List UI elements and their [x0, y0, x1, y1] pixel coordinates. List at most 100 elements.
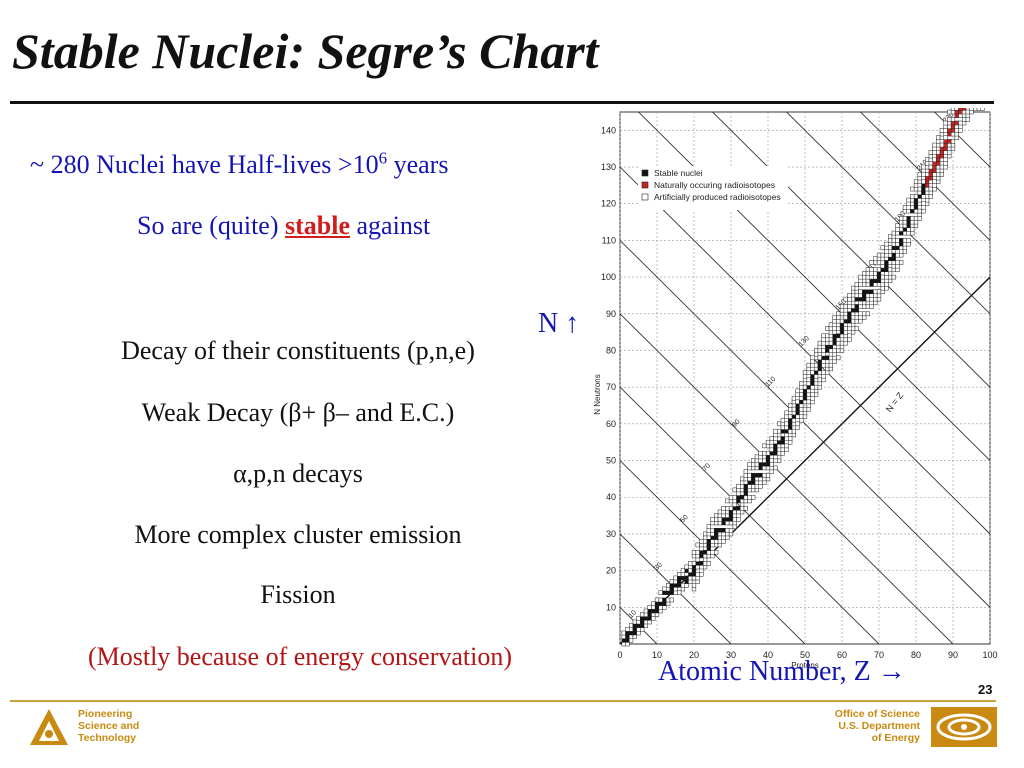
nuclide-cell: [851, 296, 856, 302]
title-divider: [10, 101, 994, 104]
nuclide-cell: [936, 135, 941, 140]
nuclide-cell: [802, 406, 808, 412]
nuclide-cell: [751, 494, 756, 500]
x-tick-label: 100: [982, 650, 997, 660]
nuclide-cell: [703, 550, 708, 555]
nuclide-cell: [910, 194, 915, 199]
nuclide-cell: [895, 260, 900, 265]
nuclide-cell: [773, 465, 778, 471]
nuclide-cell: [839, 304, 845, 309]
isobar-label: 10: [628, 609, 639, 620]
nuclide-cell: [751, 472, 756, 478]
nuclide-cell: [799, 381, 804, 386]
nuclide-cell: [791, 428, 797, 434]
nuclide-cell: [762, 472, 767, 478]
nuclide-cell: [936, 172, 941, 177]
nuclide-cell: [695, 550, 700, 555]
nuclide-cell: [980, 108, 985, 111]
nuclide-cell: [913, 179, 919, 184]
nuclide-cell: [669, 579, 674, 584]
nuclide-cell: [777, 450, 782, 456]
x-axis-label: Protons: [791, 661, 819, 670]
nuclide-cell: [691, 583, 697, 588]
legend-entry: Stable nuclei: [654, 168, 703, 178]
nuclide-cell: [714, 527, 719, 533]
nuclide-cell: [895, 223, 900, 229]
nuclide-cell: [632, 619, 637, 625]
nuclide-cell: [636, 616, 641, 621]
half-life-unit: years: [387, 150, 449, 179]
nuclide-cell: [825, 333, 830, 339]
nuclide-cell: [743, 483, 748, 489]
nuclide-cell: [884, 260, 889, 265]
nuclide-cell: [950, 139, 956, 144]
x-tick-label: 90: [948, 650, 958, 660]
nuclide-cell: [925, 172, 930, 177]
y-tick-label: 70: [606, 382, 616, 392]
nuclide-cell: [917, 208, 922, 214]
half-life-text: ~ 280 Nuclei have Half-lives >10: [30, 150, 379, 179]
nuclide-cell: [710, 550, 715, 555]
nuclide-cell: [839, 318, 845, 324]
nuclide-cell: [695, 572, 700, 577]
nuclide-cell: [714, 550, 719, 555]
nuclide-cell: [917, 186, 922, 192]
nuclide-cell: [662, 597, 667, 603]
nuclide-cell: [851, 318, 856, 324]
decay-item-weak: Weak Decay (β+ β– and E.C.): [141, 398, 455, 427]
nuclide-cell: [799, 414, 804, 419]
nuclide-cell: [673, 575, 678, 581]
nuclide-cell: [669, 597, 674, 603]
nuclide-cell: [821, 348, 826, 353]
x-tick-label: 40: [763, 650, 773, 660]
nuclide-cell: [906, 238, 911, 243]
nuclide-cell: [662, 586, 667, 592]
energy-conservation-note: (Mostly because of energy conservation): [87, 642, 513, 671]
doe-logo-icon: [931, 707, 997, 747]
isobar-label: 30: [653, 562, 664, 573]
nuclide-cell: [917, 172, 922, 177]
nuclide-cell: [947, 109, 952, 115]
nuclide-cell: [780, 436, 785, 441]
nuclide-cell: [851, 285, 856, 291]
nuclide-cell: [736, 483, 741, 489]
nuclide-cell: [925, 194, 930, 199]
nuclide-cell: [825, 326, 830, 331]
nuclide-cell: [906, 197, 911, 203]
nuclide-cell: [921, 201, 926, 206]
y-tick-label: 40: [606, 492, 616, 502]
nuclide-cell: [947, 139, 952, 144]
nuclide-cell: [888, 234, 893, 240]
nuclide-cell: [950, 108, 956, 111]
nuclide-cell: [873, 256, 878, 262]
nuclide-cell: [858, 311, 863, 317]
x-tick-label: 50: [800, 650, 810, 660]
y-tick-label: 130: [601, 162, 616, 172]
nuclide-cell: [814, 384, 819, 390]
nuclide-cell: [947, 117, 952, 122]
nuclide-cell: [869, 267, 874, 273]
nuclide-cell: [728, 505, 734, 511]
nuclide-cell: [862, 271, 867, 276]
nuclide-cell: [806, 362, 811, 368]
nuclide-cell: [699, 561, 704, 566]
nuclide-cell: [725, 498, 730, 504]
nuclide-cell: [765, 450, 771, 456]
nuclide-cell: [925, 157, 930, 162]
nuclide-cell: [651, 601, 656, 606]
nuclide-cell: [821, 370, 826, 375]
y-axis-label: N Neutrons: [593, 374, 602, 414]
nuclide-cell: [784, 410, 789, 416]
nuclide-cell: [758, 472, 763, 478]
decay-item-fission: Fission: [260, 580, 336, 609]
decay-item-constituents: Decay of their constituents (p,n,e): [121, 336, 475, 365]
slide-title: Stable Nuclei: Segre’s Chart: [12, 23, 599, 79]
nuclide-cell: [950, 117, 956, 122]
nuclide-cell: [688, 561, 693, 566]
doe-office-line: U.S. Department: [838, 720, 920, 732]
nuclide-cell: [847, 311, 852, 317]
nuclide-cell: [891, 274, 896, 280]
nuclide-cell: [747, 472, 752, 478]
nuclide-cell: [688, 568, 693, 573]
nuclide-cell: [714, 513, 719, 518]
